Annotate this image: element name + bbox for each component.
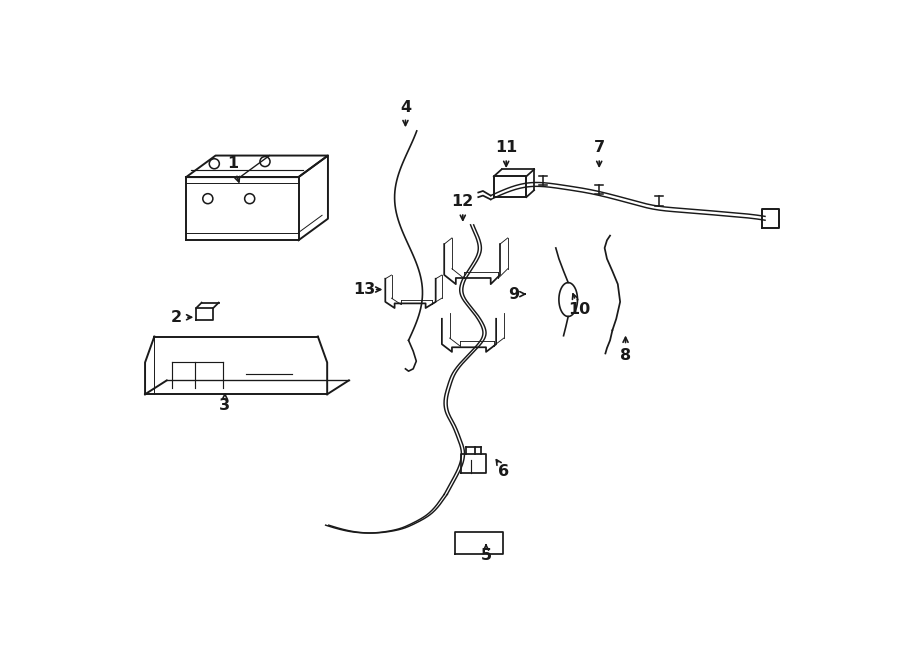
Text: 10: 10 [568, 302, 590, 317]
Text: 11: 11 [495, 140, 518, 155]
Text: 4: 4 [400, 100, 411, 114]
Text: 12: 12 [452, 194, 474, 210]
Text: 8: 8 [620, 348, 631, 364]
Text: 2: 2 [170, 310, 182, 325]
Text: 13: 13 [353, 282, 375, 297]
Text: 9: 9 [508, 287, 519, 301]
Text: 5: 5 [481, 549, 491, 563]
Text: 6: 6 [499, 464, 509, 479]
Text: 3: 3 [220, 397, 230, 412]
Text: 1: 1 [227, 156, 239, 171]
Text: 7: 7 [594, 140, 605, 155]
